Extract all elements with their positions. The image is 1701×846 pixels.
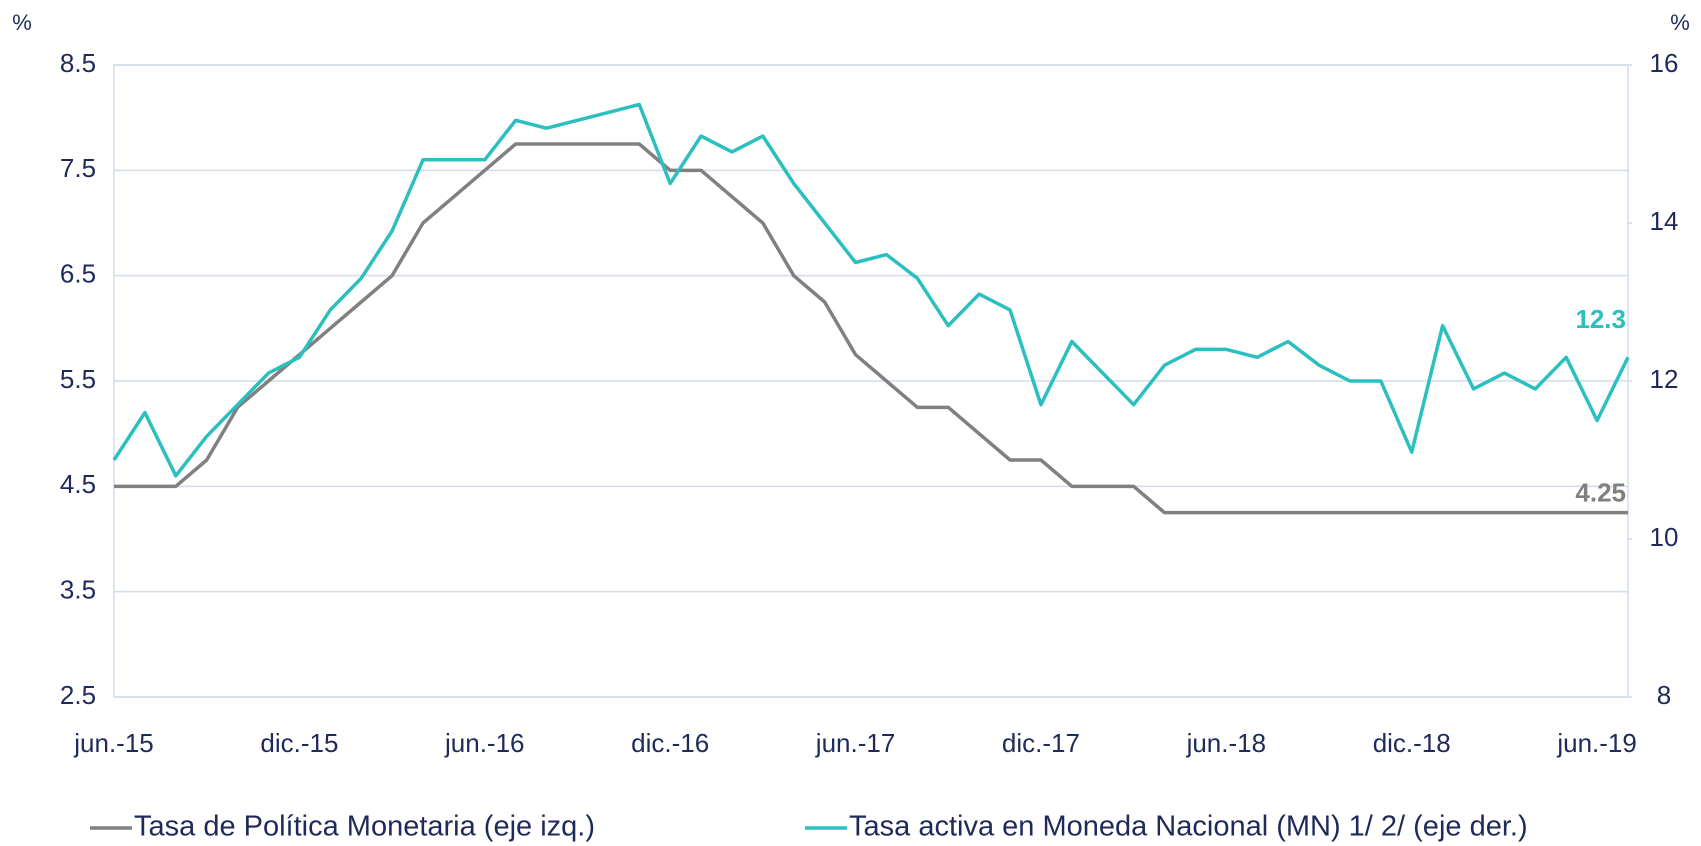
legend-label: Tasa de Política Monetaria (eje izq.) bbox=[134, 811, 595, 843]
y2-tick-label: 14 bbox=[1650, 206, 1679, 236]
x-tick-label: dic.-15 bbox=[260, 728, 338, 758]
y-tick-label: 2.5 bbox=[60, 680, 96, 710]
legend-label: Tasa activa en Moneda Nacional (MN) 1/ 2… bbox=[849, 811, 1528, 843]
x-tick-label: dic.-17 bbox=[1002, 728, 1080, 758]
x-tick-label: jun.-18 bbox=[1186, 728, 1267, 758]
y-tick-label: 7.5 bbox=[60, 153, 96, 183]
x-tick-label: jun.-15 bbox=[73, 728, 154, 758]
y2-tick-label: 12 bbox=[1650, 364, 1679, 394]
x-tick-label: jun.-16 bbox=[444, 728, 525, 758]
x-tick-label: dic.-16 bbox=[631, 728, 709, 758]
y-tick-label: 3.5 bbox=[60, 575, 96, 605]
series-line bbox=[114, 142, 1628, 515]
data-label: 4.25 bbox=[1575, 478, 1626, 508]
x-tick-label: jun.-19 bbox=[1556, 728, 1637, 758]
y2-tick-label: 16 bbox=[1650, 48, 1679, 78]
y-tick-label: 4.5 bbox=[60, 469, 96, 499]
y2-unit: % bbox=[1670, 10, 1690, 35]
x-tick-label: jun.-17 bbox=[815, 728, 896, 758]
y-tick-label: 5.5 bbox=[60, 364, 96, 394]
y-tick-label: 6.5 bbox=[60, 259, 96, 289]
y-tick-label: 8.5 bbox=[60, 48, 96, 78]
x-tick-label: dic.-18 bbox=[1373, 728, 1451, 758]
y-unit: % bbox=[12, 10, 32, 35]
data-label: 12.3 bbox=[1575, 304, 1626, 334]
series-line bbox=[112, 102, 1630, 478]
y2-tick-label: 10 bbox=[1650, 522, 1679, 552]
y2-tick-label: 8 bbox=[1657, 680, 1671, 710]
